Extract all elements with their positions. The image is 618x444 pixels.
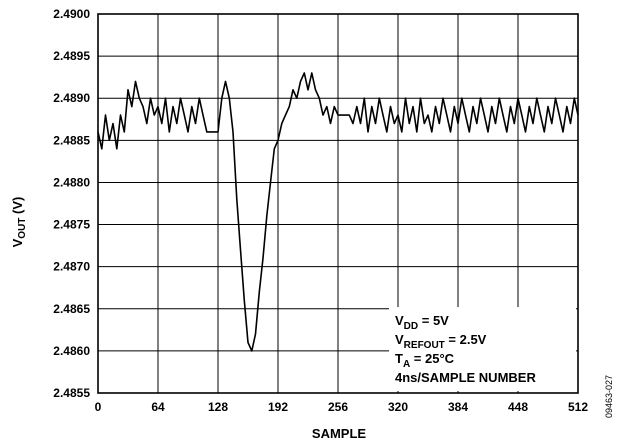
x-tick-label: 384 <box>448 400 468 414</box>
y-tick-label: 2.4875 <box>53 218 90 232</box>
annotation-line-0: VDD = 5V <box>395 313 449 332</box>
x-tick-label: 64 <box>151 400 165 414</box>
y-tick-label: 2.4860 <box>53 344 90 358</box>
y-tick-label: 2.4880 <box>53 175 90 189</box>
x-tick-label: 128 <box>208 400 228 414</box>
annotation-line-3: 4ns/SAMPLE NUMBER <box>395 370 536 385</box>
grid-lines <box>97 13 579 394</box>
y-axis-title: VOUT (V) <box>10 197 28 248</box>
x-tick-label: 320 <box>388 400 408 414</box>
y-tick-label: 2.4895 <box>53 49 90 63</box>
x-tick-label: 0 <box>95 400 102 414</box>
y-tick-label: 2.4885 <box>53 133 90 147</box>
vout-trace <box>97 72 579 352</box>
x-tick-labels: 0 64 128 192 256 320 384 448 512 <box>95 400 589 414</box>
y-tick-labels: 2.4855 2.4860 2.4865 2.4870 2.4875 2.4880 2.48… <box>53 7 90 400</box>
x-tick-label: 256 <box>328 400 348 414</box>
annotation-line-2: TA = 25°C <box>395 351 455 370</box>
y-tick-label: 2.4900 <box>53 7 90 21</box>
annotation-background <box>389 307 576 391</box>
y-tick-label: 2.4865 <box>53 302 90 316</box>
y-tick-label: 2.4890 <box>53 91 90 105</box>
annotation-line-1: VREFOUT = 2.5V <box>395 332 487 351</box>
x-tick-label: 448 <box>508 400 528 414</box>
y-tick-label: 2.4855 <box>53 386 90 400</box>
y-tick-label: 2.4870 <box>53 260 90 274</box>
figure-id: 09463-027 <box>604 375 614 418</box>
x-tick-label: 192 <box>268 400 288 414</box>
plot-frame <box>97 13 579 394</box>
x-tick-label: 512 <box>568 400 588 414</box>
x-axis-title: SAMPLE <box>312 426 367 441</box>
